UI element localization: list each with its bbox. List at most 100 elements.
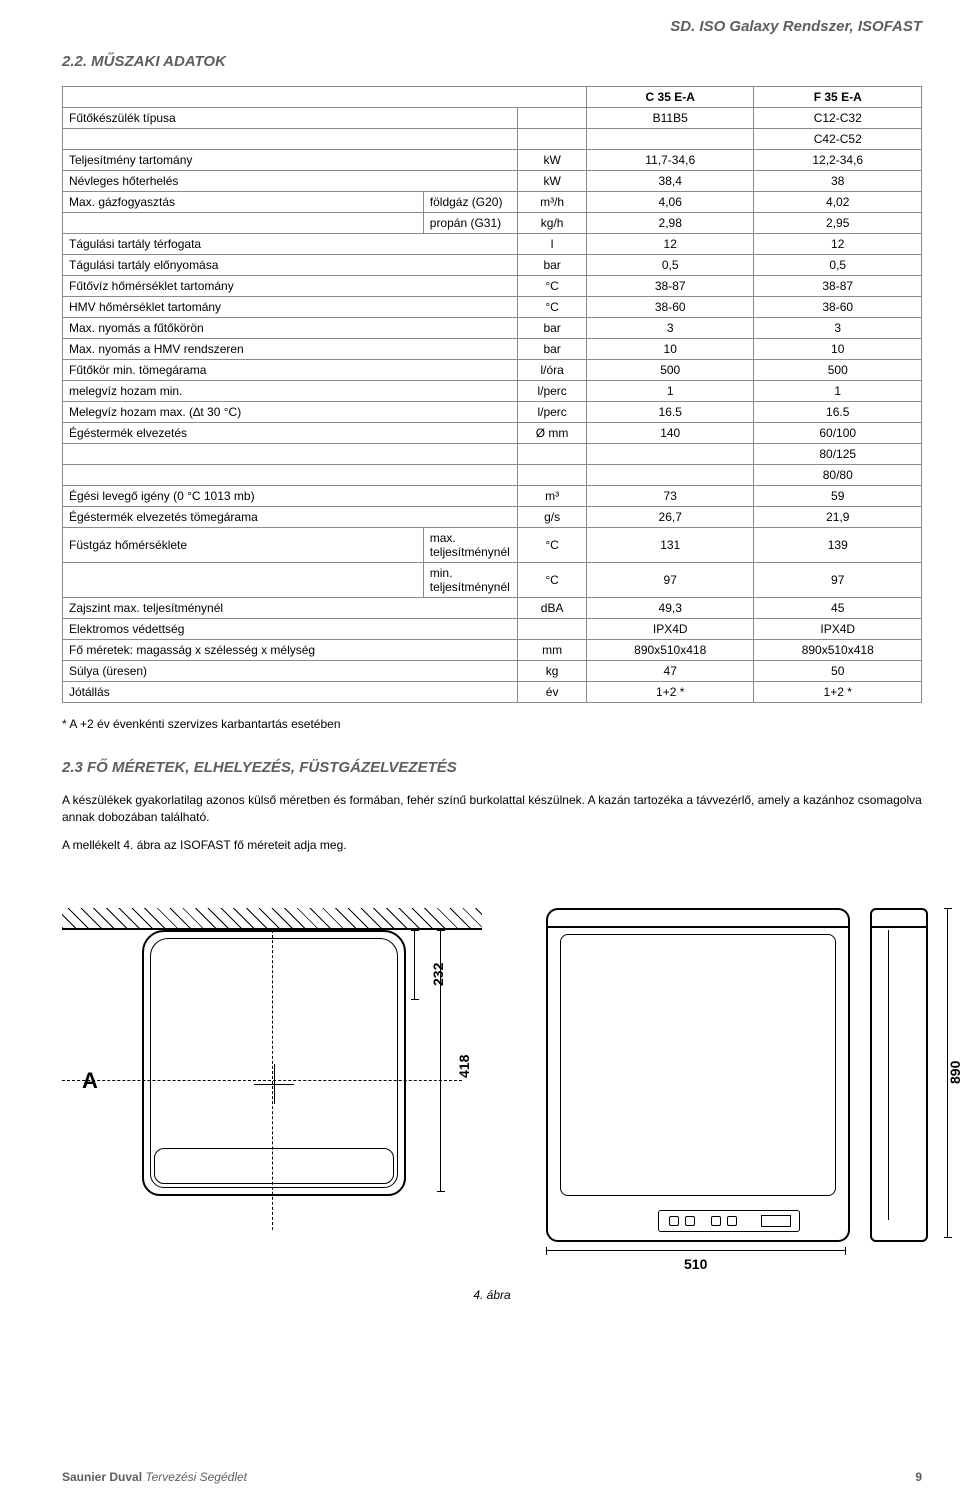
row-unit: bar bbox=[518, 339, 587, 360]
row-value-1: 12 bbox=[586, 234, 754, 255]
row-value-2: 38-87 bbox=[754, 276, 922, 297]
row-value-2-extra: 80/80 bbox=[754, 465, 922, 486]
row-unit: l/óra bbox=[518, 360, 587, 381]
row-value-2: C12-C32 bbox=[754, 108, 922, 129]
table-row: Fő méretek: magasság x szélesség x mélys… bbox=[63, 640, 922, 661]
row-label: Melegvíz hozam max. (∆t 30 °C) bbox=[63, 402, 518, 423]
row-value-2: 12 bbox=[754, 234, 922, 255]
row-unit: Ø mm bbox=[518, 423, 587, 444]
table-row-extra: 80/80 bbox=[63, 465, 922, 486]
table-header-empty1 bbox=[63, 87, 587, 108]
row-unit: dBA bbox=[518, 598, 587, 619]
row-value-2: 2,95 bbox=[754, 213, 922, 234]
row-unit: kW bbox=[518, 171, 587, 192]
row-unit: °C bbox=[518, 297, 587, 318]
table-row: Tágulási tartály előnyomásabar0,50,5 bbox=[63, 255, 922, 276]
row-label: Max. nyomás a fűtőkörön bbox=[63, 318, 518, 339]
footer-brand: Saunier Duval bbox=[62, 1470, 142, 1484]
row-label: Jótállás bbox=[63, 682, 518, 703]
table-row: Súlya (üresen)kg4750 bbox=[63, 661, 922, 682]
row-unit: °C bbox=[518, 276, 587, 297]
dim-418: 418 bbox=[456, 1055, 472, 1078]
row-value-1: 890x510x418 bbox=[586, 640, 754, 661]
col-header-1: C 35 E-A bbox=[586, 87, 754, 108]
row-value-2: 10 bbox=[754, 339, 922, 360]
table-row: Teljesítmény tartománykW11,7-34,612,2-34… bbox=[63, 150, 922, 171]
row-value-2: IPX4D bbox=[754, 619, 922, 640]
page-header-product: SD. ISO Galaxy Rendszer, ISOFAST bbox=[62, 18, 922, 35]
row-value-2: 12,2-34,6 bbox=[754, 150, 922, 171]
row-label: HMV hőmérséklet tartomány bbox=[63, 297, 518, 318]
row-label: Tágulási tartály előnyomása bbox=[63, 255, 518, 276]
table-row: Névleges hőterheléskW38,438 bbox=[63, 171, 922, 192]
row-label: Füstgáz hőmérséklete bbox=[63, 528, 424, 563]
row-label: Égési levegő igény (0 °C 1013 mb) bbox=[63, 486, 518, 507]
table-row: propán (G31)kg/h2,982,95 bbox=[63, 213, 922, 234]
table-row: Tágulási tartály térfogatal1212 bbox=[63, 234, 922, 255]
section2-paragraph-2: A mellékelt 4. ábra az ISOFAST fő mérete… bbox=[62, 837, 922, 854]
dim-890: 890 bbox=[947, 1061, 960, 1084]
row-value-1: 38-87 bbox=[586, 276, 754, 297]
ceiling-hatch bbox=[62, 908, 482, 930]
row-unit: kg/h bbox=[518, 213, 587, 234]
table-row: Fűtőkészülék típusaB11B5C12-C32 bbox=[63, 108, 922, 129]
table-row: HMV hőmérséklet tartomány°C38-6038-60 bbox=[63, 297, 922, 318]
row-value-2-extra: 80/125 bbox=[754, 444, 922, 465]
row-value-2: 500 bbox=[754, 360, 922, 381]
row-value-2: 60/100 bbox=[754, 423, 922, 444]
section-title-2: 2.3 FŐ MÉRETEK, ELHELYEZÉS, FÜSTGÁZELVEZ… bbox=[62, 759, 922, 776]
row-value-2: 38 bbox=[754, 171, 922, 192]
row-value-1: IPX4D bbox=[586, 619, 754, 640]
row-value-2: 3 bbox=[754, 318, 922, 339]
row-value-1: 49,3 bbox=[586, 598, 754, 619]
row-value-1: 4,06 bbox=[586, 192, 754, 213]
table-row: Égési levegő igény (0 °C 1013 mb)m³7359 bbox=[63, 486, 922, 507]
row-value-2: 50 bbox=[754, 661, 922, 682]
row-value-2: 38-60 bbox=[754, 297, 922, 318]
table-row: Elektromos védettségIPX4DIPX4D bbox=[63, 619, 922, 640]
figure-caption: 4. ábra bbox=[473, 1288, 510, 1302]
row-sublabel: max. teljesítménynél bbox=[423, 528, 517, 563]
row-unit: g/s bbox=[518, 507, 587, 528]
row-unit: év bbox=[518, 682, 587, 703]
row-value-1: 47 bbox=[586, 661, 754, 682]
control-panel bbox=[658, 1210, 800, 1232]
row-unit bbox=[518, 619, 587, 640]
row-label bbox=[63, 563, 424, 598]
row-label: Fő méretek: magasság x szélesség x mélys… bbox=[63, 640, 518, 661]
row-label: Teljesítmény tartomány bbox=[63, 150, 518, 171]
row-value-2: 16.5 bbox=[754, 402, 922, 423]
table-row: min. teljesítménynél°C9797 bbox=[63, 563, 922, 598]
row-value-2: 21,9 bbox=[754, 507, 922, 528]
row-value-1: 16.5 bbox=[586, 402, 754, 423]
row-unit: m³/h bbox=[518, 192, 587, 213]
row-label: Fűtőkészülék típusa bbox=[63, 108, 518, 129]
table-row: melegvíz hozam min.l/perc11 bbox=[63, 381, 922, 402]
table-row: Max. nyomás a HMV rendszerenbar1010 bbox=[63, 339, 922, 360]
spec-table: C 35 E-AF 35 E-AFűtőkészülék típusaB11B5… bbox=[62, 86, 922, 703]
figure-4: A 232 418 890 510 4. ábra bbox=[62, 878, 922, 1308]
dim-line-510 bbox=[546, 1250, 846, 1251]
row-label: Zajszint max. teljesítménynél bbox=[63, 598, 518, 619]
boiler-side-outline bbox=[142, 930, 406, 1196]
row-unit: kW bbox=[518, 150, 587, 171]
row-value-2: 139 bbox=[754, 528, 922, 563]
table-footnote: * A +2 év évenkénti szervizes karbantart… bbox=[62, 717, 922, 731]
row-label: Max. nyomás a HMV rendszeren bbox=[63, 339, 518, 360]
table-row: Fűtővíz hőmérséklet tartomány°C38-8738-8… bbox=[63, 276, 922, 297]
col-header-2: F 35 E-A bbox=[754, 87, 922, 108]
row-value-1: 97 bbox=[586, 563, 754, 598]
row-value-1: 11,7-34,6 bbox=[586, 150, 754, 171]
row-value-1: 2,98 bbox=[586, 213, 754, 234]
row-value-1: 131 bbox=[586, 528, 754, 563]
row-value-1: 0,5 bbox=[586, 255, 754, 276]
row-value-2: 59 bbox=[754, 486, 922, 507]
dim-line-418 bbox=[440, 930, 441, 1192]
table-row: Füstgáz hőmérsékletemax. teljesítménynél… bbox=[63, 528, 922, 563]
row-unit: l/perc bbox=[518, 402, 587, 423]
row-label: Tágulási tartály térfogata bbox=[63, 234, 518, 255]
row-label bbox=[63, 213, 424, 234]
row-value-2: 1+2 * bbox=[754, 682, 922, 703]
centerline-v bbox=[272, 930, 273, 1230]
row-value-2-extra: C42-C52 bbox=[754, 129, 922, 150]
